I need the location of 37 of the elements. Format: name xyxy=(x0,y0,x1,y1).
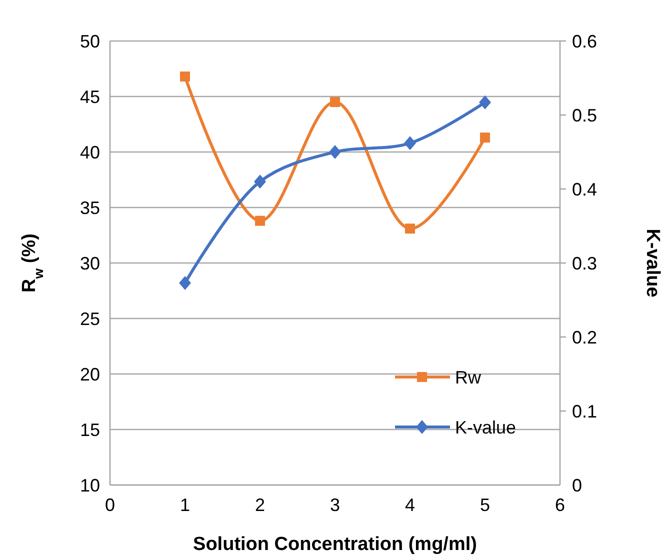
y2-tick-label: 0.3 xyxy=(572,253,598,274)
y-tick-label: 50 xyxy=(80,31,100,52)
y2-tick-label: 0.6 xyxy=(572,31,598,52)
y-tick-label: 15 xyxy=(80,420,100,440)
x-tick-label: 5 xyxy=(480,495,490,515)
y-tick-label: 20 xyxy=(80,364,100,384)
point xyxy=(180,72,190,82)
y-tick-label: 45 xyxy=(80,86,100,107)
y-tick-label: 10 xyxy=(80,475,100,496)
y-tick-label: 30 xyxy=(80,253,100,274)
point xyxy=(179,276,191,290)
point xyxy=(254,174,266,189)
point xyxy=(404,136,416,150)
x-tick-label: 2 xyxy=(254,495,266,515)
legend-label: K-value xyxy=(455,417,516,438)
y2-tick-label: 0.5 xyxy=(572,105,598,126)
point xyxy=(329,145,341,159)
x-tick-label: 4 xyxy=(404,495,416,515)
x-tick-label: 1 xyxy=(180,495,190,515)
x-tick-label: 6 xyxy=(554,495,566,515)
legend-label: Rw xyxy=(455,367,482,388)
point xyxy=(330,97,340,108)
y2-tick-label: 0 xyxy=(572,475,582,496)
point xyxy=(255,216,265,226)
x-tick-label: 0 xyxy=(104,495,116,515)
y-tick-label: 35 xyxy=(80,198,100,218)
point xyxy=(479,95,491,110)
y2-tick-label: 0.4 xyxy=(572,179,598,200)
y2-axis-title: K-value xyxy=(642,228,663,298)
point xyxy=(405,224,415,234)
x-tick-label: 3 xyxy=(330,495,340,515)
y2-tick-label: 0.1 xyxy=(572,401,598,422)
point xyxy=(480,132,490,143)
y2-tick-label: 0.2 xyxy=(572,327,598,348)
y-tick-label: 40 xyxy=(80,142,100,162)
x-axis-title: Solution Concentration (mg/ml) xyxy=(193,534,477,555)
y-tick-label: 25 xyxy=(80,308,100,329)
